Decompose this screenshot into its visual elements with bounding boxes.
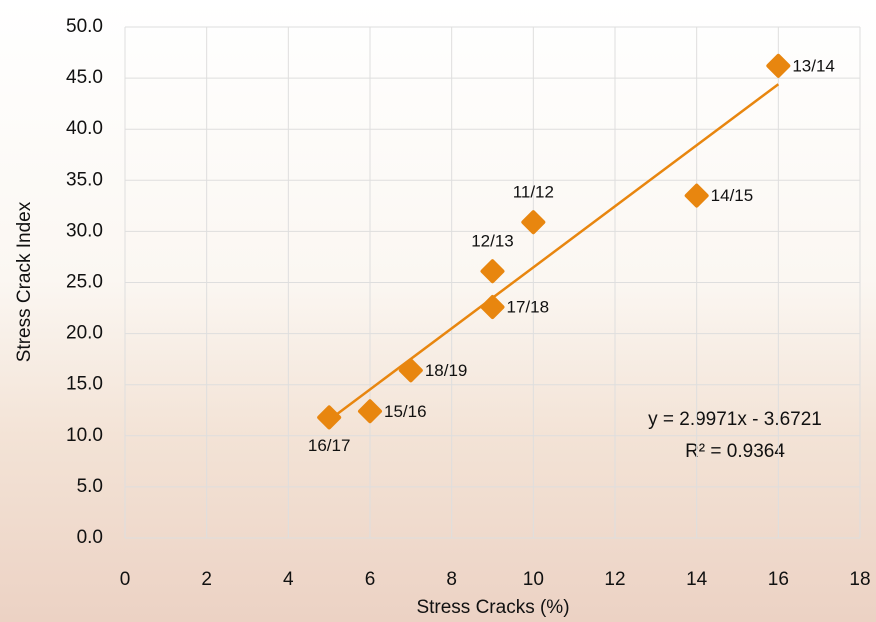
point-label: 13/14 [792,56,835,75]
y-tick-label: 0.0 [77,527,103,548]
x-tick-label: 6 [365,569,376,590]
point-label: 12/13 [471,232,514,251]
y-tick-label: 40.0 [66,118,103,139]
data-point [480,295,505,320]
x-tick-label: 8 [446,569,457,590]
data-point [684,183,709,208]
x-tick-label: 10 [523,569,544,590]
x-tick-label: 4 [283,569,294,590]
y-tick-label: 35.0 [66,169,103,190]
x-tick-label: 0 [120,569,131,590]
y-tick-label: 45.0 [66,67,103,88]
point-label: 17/18 [507,298,550,317]
y-axis-title: Stress Crack Index [14,201,35,362]
r-squared: R² = 0.9364 [685,441,785,462]
y-tick-label: 25.0 [66,272,103,293]
point-label: 18/19 [425,361,468,380]
point-label: 11/12 [513,183,554,202]
y-tick-label: 15.0 [66,374,103,395]
x-tick-label: 14 [686,569,708,590]
data-point [398,358,423,383]
point-label: 14/15 [711,186,754,205]
x-tick-label: 16 [768,569,789,590]
x-axis-title: Stress Cracks (%) [416,597,569,618]
y-tick-label: 5.0 [77,476,103,497]
data-point [358,399,382,424]
trendline [328,83,780,421]
point-label: 15/16 [384,402,427,421]
y-tick-label: 30.0 [66,220,103,241]
data-point [766,53,791,78]
point-label: 16/17 [308,436,351,455]
y-tick-label: 50.0 [66,16,103,37]
y-tick-label: 20.0 [66,323,103,344]
data-point [317,405,342,430]
trendline-equation: y = 2.9971x - 3.6721 [648,409,822,430]
data-point [521,210,546,235]
x-tick-label: 12 [604,569,625,590]
data-point [480,259,505,284]
x-tick-label: 18 [849,569,870,590]
x-tick-label: 2 [201,569,212,590]
y-tick-label: 10.0 [66,425,103,446]
